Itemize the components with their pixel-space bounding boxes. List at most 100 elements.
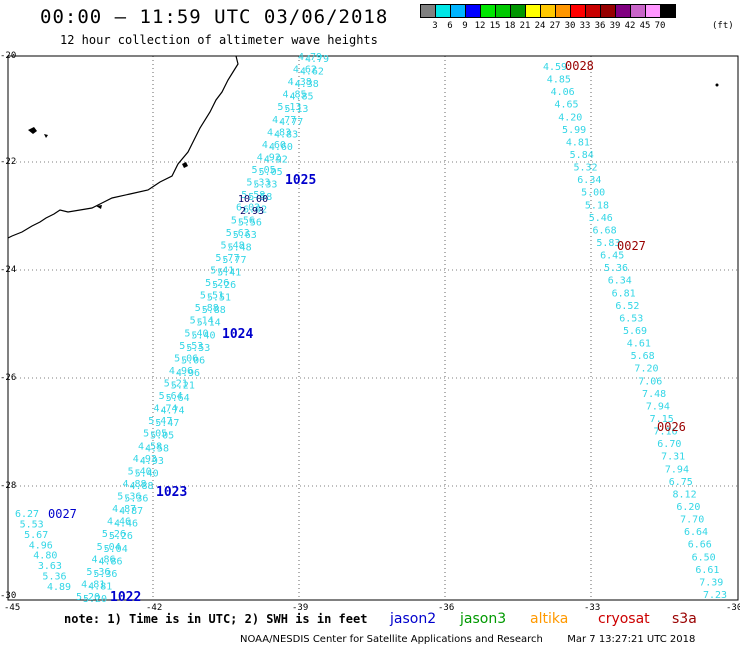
- swh-value-main: 4.88: [122, 479, 146, 490]
- pass-label: 1022: [110, 590, 141, 605]
- swh-value-east: 6.66: [688, 540, 712, 551]
- swh-value-main: 5.20: [83, 594, 107, 605]
- swh-value-main: 6.02: [236, 203, 260, 214]
- swh-value-east: 6.50: [692, 552, 716, 563]
- swh-value-main: 5.40: [128, 466, 152, 477]
- island-shape: [96, 205, 102, 209]
- swh-value-east: 5.99: [562, 125, 586, 136]
- swh-value-east: 6.45: [600, 251, 624, 262]
- swh-value-main: 5.53: [186, 343, 210, 354]
- swh-value-west: 5.53: [20, 519, 44, 530]
- swh-value-east: 4.59: [543, 62, 567, 73]
- lon-label: -33: [584, 603, 600, 610]
- pass-label: 0028: [565, 59, 594, 73]
- scale-label: 12: [474, 21, 486, 31]
- swh-value-main: 5.13: [284, 104, 308, 115]
- satellite-legend-item: cryosat: [598, 611, 650, 627]
- lat-label: -20: [0, 51, 16, 61]
- lon-label: -42: [146, 603, 162, 610]
- map-canvas: -20 -22 -24 -26 -28 -30 -45 -42 -39 -36 -33 -30 4.…: [0, 51, 740, 610]
- swh-value-main: 4.85: [283, 90, 307, 101]
- swh-value-east: 7.94: [646, 401, 670, 412]
- swh-value-main: 5.36: [117, 492, 141, 503]
- pass-label: 1025: [285, 173, 316, 188]
- coastline: [7, 55, 239, 239]
- swh-value-east: 6.34: [577, 175, 601, 186]
- swh-value-main: 5.64: [166, 393, 190, 404]
- swh-value-east: 6.64: [684, 527, 708, 538]
- pass-label: 0027: [617, 239, 646, 253]
- swh-value-west: 6.27: [15, 509, 39, 520]
- swh-value-east: 7.39: [699, 577, 723, 588]
- swh-value-east: 5.84: [570, 150, 594, 161]
- swh-value-main: 5.36: [124, 494, 148, 505]
- swh-value-main: 4.93: [133, 454, 157, 465]
- scale-label: 30: [564, 21, 576, 31]
- map-subtitle: 12 hour collection of altimeter wave hei…: [60, 33, 378, 47]
- satellite-legend-item: jason2: [390, 611, 437, 627]
- lat-label: -30: [0, 591, 16, 601]
- pass-label: 0026: [657, 420, 686, 434]
- swh-value-main: 5.14: [197, 318, 221, 329]
- swh-value-main: 5.88: [202, 305, 226, 316]
- satellite-legend-item: s3a: [672, 611, 697, 627]
- swh-value-main: 4.38: [295, 79, 319, 90]
- island-shape: [28, 127, 37, 134]
- scale-label: 45: [639, 21, 651, 31]
- swh-value-east: 7.15: [650, 414, 674, 425]
- swh-value-main: 4.92: [264, 154, 288, 165]
- swh-value-main: 5.05: [150, 431, 174, 442]
- swh-value-east: 6.81: [612, 288, 636, 299]
- swh-value-main: 4.87: [119, 506, 143, 517]
- lat-label: -24: [0, 265, 16, 275]
- swh-value-east: 5.32: [573, 163, 597, 174]
- swh-value-main: 5.53: [179, 341, 203, 352]
- footer-timestamp: Mar 7 13:27:21 UTC 2018: [567, 634, 696, 645]
- lon-label: -30: [726, 603, 740, 610]
- swh-value-east: 5.36: [604, 263, 628, 274]
- swh-value-main: 5.05: [259, 167, 283, 178]
- swh-value-main: 5.48: [221, 240, 245, 251]
- scale-label: 24: [534, 21, 546, 31]
- swh-value-main: 5.21: [164, 379, 188, 390]
- swh-value-main: 4.77: [279, 117, 303, 128]
- swh-value-west: 4.96: [29, 540, 53, 551]
- swh-value-east: 5.83: [596, 238, 620, 249]
- swh-value-main: 4.93: [140, 456, 164, 467]
- scale-label: 36: [594, 21, 606, 31]
- swh-value-east: 6.75: [669, 477, 693, 488]
- swh-value-east: 6.68: [593, 225, 617, 236]
- swh-value-main: 5.36: [93, 569, 117, 580]
- swh-value-east: 8.12: [673, 489, 697, 500]
- swh-value-main: 5.26: [109, 531, 133, 542]
- swh-value-east: 5.00: [581, 188, 605, 199]
- pass-label: 1023: [156, 485, 187, 500]
- swh-value-main: 4.60: [262, 140, 286, 151]
- swh-value-main: 5.05: [252, 165, 276, 176]
- swh-value-main: 5.26: [205, 278, 229, 289]
- swh-value-main: 4.85: [290, 92, 314, 103]
- scale-label: 70: [654, 21, 666, 31]
- swh-value-east: 7.70: [680, 515, 704, 526]
- scale-label: 15: [489, 21, 501, 31]
- swh-value-east: 7.16: [653, 427, 677, 438]
- swh-value-east: 4.85: [547, 75, 571, 86]
- swh-value-main: 4.77: [272, 115, 296, 126]
- swh-value-main: 4.60: [269, 142, 293, 153]
- swh-value-east: 6.70: [657, 439, 681, 450]
- swh-value-west: 4.80: [33, 551, 57, 562]
- swh-value-main: 5.56: [238, 217, 262, 228]
- swh-value-east: 6.61: [695, 565, 719, 576]
- pass-label: 2.93: [240, 206, 264, 217]
- swh-value-east: 4.06: [551, 87, 575, 98]
- swh-value-main: 4.62: [300, 67, 324, 78]
- swh-value-east: 6.53: [619, 313, 643, 324]
- swh-value-main: 5.36: [86, 567, 110, 578]
- swh-value-main: 5.13: [277, 102, 301, 113]
- lon-label: -45: [4, 603, 20, 610]
- swh-value-main: 5.06: [181, 355, 205, 366]
- swh-value-east: 6.52: [615, 301, 639, 312]
- swh-value-main: 5.51: [200, 291, 224, 302]
- swh-value-east: 4.20: [558, 112, 582, 123]
- swh-value-main: 5.48: [228, 242, 252, 253]
